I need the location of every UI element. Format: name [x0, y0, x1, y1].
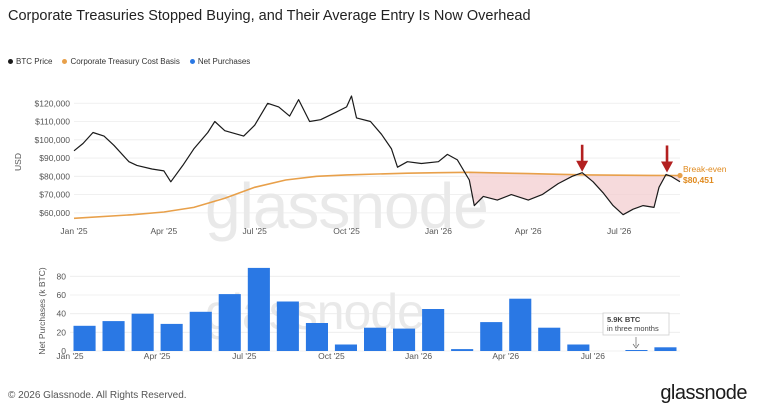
legend-item-net-purchases[interactable]: Net Purchases	[189, 57, 251, 66]
net-purchases-bar	[538, 327, 561, 351]
net-purchases-bar	[247, 267, 270, 351]
three-months-note-arrowhead	[632, 343, 640, 349]
legend-net-label: Net Purchases	[197, 57, 251, 66]
three-months-note-box	[602, 312, 670, 336]
price-x-tick: Jul '25	[243, 226, 268, 236]
net-purchases-bar	[422, 309, 445, 351]
watermark-top: glassnode	[205, 170, 488, 242]
price-y-tick: $60,000	[39, 208, 70, 218]
price-x-tick: Jan '26	[425, 226, 452, 236]
break-even-value: $80,451	[683, 175, 714, 185]
net-purchases-bar	[480, 322, 503, 351]
legend-cost-dot	[62, 59, 68, 64]
purchases-y-tick: 60	[57, 290, 67, 300]
three-months-note-line2: in three months	[607, 324, 659, 333]
purchases-bars	[73, 267, 677, 351]
red-arrow-head	[661, 161, 674, 173]
net-purchases-bar	[73, 325, 96, 351]
net-purchases-bar	[102, 321, 125, 351]
chart-title: Corporate Treasuries Stopped Buying, and…	[8, 8, 531, 24]
red-arrow-head	[576, 160, 589, 172]
net-purchases-bar	[364, 327, 387, 351]
legend-item-cost-basis[interactable]: Corporate Treasury Cost Basis	[62, 57, 180, 66]
price-y-tick: $100,000	[35, 135, 71, 145]
three-months-note-line1: 5.9K BTC	[607, 315, 641, 324]
net-purchases-bar	[276, 301, 299, 351]
purchases-y-axis-title: Net Purchases (k BTC)	[37, 267, 47, 355]
net-purchases-bar	[189, 311, 212, 351]
net-purchases-bar	[160, 323, 183, 351]
purchases-x-tick: Oct '25	[318, 351, 345, 361]
price-y-tick: $70,000	[39, 190, 70, 200]
net-purchases-bar	[393, 328, 416, 351]
purchases-y-tick: 80	[57, 271, 67, 281]
net-purchases-bar	[218, 294, 241, 351]
price-x-tick: Oct '25	[333, 226, 360, 236]
purchases-y-tick: 0	[61, 346, 66, 356]
legend-item-btc-price[interactable]: BTC Price	[8, 57, 52, 66]
purchases-x-tick: Jan '25	[56, 351, 83, 361]
legend-btc-label: BTC Price	[16, 57, 53, 66]
purchases-y-tick: 40	[57, 309, 67, 319]
net-purchases-bar	[625, 350, 648, 351]
net-purchases-bar	[567, 344, 590, 351]
legend-btc-dot	[8, 59, 13, 64]
net-purchases-bar	[131, 313, 154, 351]
price-x-tick: Apr '26	[515, 226, 542, 236]
price-x-tick: Apr '25	[151, 226, 178, 236]
net-purchases-bar	[654, 347, 677, 351]
deficit-shading	[469, 172, 680, 215]
net-purchases-bar	[334, 344, 357, 351]
btc-price-line	[73, 95, 681, 216]
price-y-tick: $110,000	[35, 117, 70, 127]
net-purchases-bar	[451, 349, 474, 351]
purchases-x-tick: Apr '26	[492, 351, 519, 361]
arrow-annotations	[576, 144, 674, 173]
price-grid	[74, 102, 680, 214]
price-x-tick: Jul '26	[607, 226, 632, 236]
price-y-tick: $90,000	[39, 153, 70, 163]
legend: BTC Price Corporate Treasury Cost Basis …	[8, 57, 250, 66]
net-purchases-bar	[509, 298, 532, 351]
glassnode-logo: glassnode	[660, 382, 747, 404]
purchases-y-ticks: 0 20 40 60 80	[57, 271, 67, 356]
copyright-footer: © 2026 Glassnode. All Rights Reserved.	[8, 390, 187, 401]
price-y-tick: $120,000	[35, 98, 71, 108]
purchases-x-tick: Apr '25	[144, 351, 171, 361]
price-y-ticks: $60,000 $70,000 $80,000 $90,000 $100,000 $110…	[35, 98, 71, 218]
net-purchases-bar	[305, 323, 328, 351]
purchases-x-tick: Jan '26	[405, 351, 432, 361]
legend-cost-label: Corporate Treasury Cost Basis	[70, 57, 180, 66]
legend-net-dot	[189, 59, 195, 64]
break-even-label: Break-even	[683, 164, 727, 174]
purchases-x-tick: Jul '26	[581, 351, 606, 361]
price-x-ticks: Jan '25 Apr '25 Jul '25 Oct '25 Jan '26 Apr '…	[60, 226, 631, 236]
purchases-x-tick: Jul '25	[232, 351, 257, 361]
price-x-tick: Jan '25	[60, 226, 87, 236]
price-y-axis-title: USD	[13, 153, 23, 171]
purchases-y-tick: 20	[57, 327, 67, 337]
purchases-x-ticks: Jan '25 Apr '25 Jul '25 Oct '25 Jan '26 Apr '…	[56, 351, 605, 361]
break-even-marker	[677, 172, 683, 179]
price-y-tick: $80,000	[39, 171, 70, 181]
